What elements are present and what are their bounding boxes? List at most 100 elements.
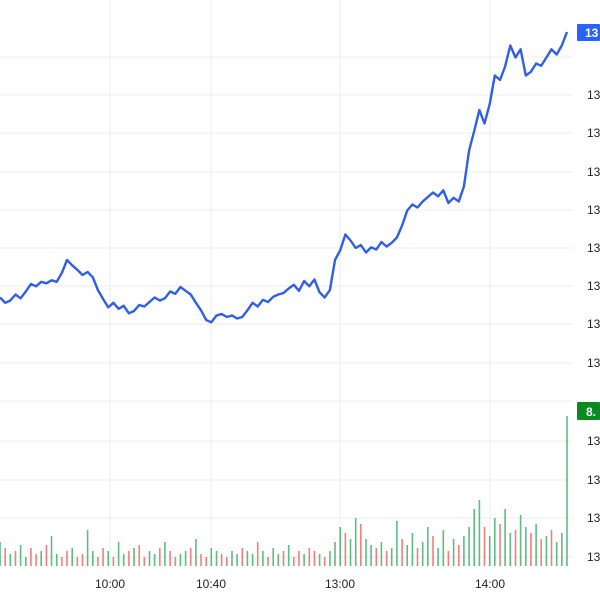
volume-bar [66, 551, 68, 566]
volume-bar [30, 548, 32, 566]
volume-bar [220, 554, 223, 566]
volume-bar [277, 554, 280, 566]
y-tick-label: 13 [587, 88, 600, 102]
volume-bar [231, 551, 233, 566]
volume-bar [550, 530, 553, 566]
volume-bar [298, 551, 300, 566]
time-axis: 10:00 10:40 13:00 14:00 [95, 577, 505, 591]
volume-bar [71, 548, 73, 566]
volume-bar [545, 536, 548, 566]
volume-bar [360, 524, 362, 566]
y-tick-label: 13 [587, 473, 600, 487]
volume-bar [148, 551, 151, 566]
volume-bar [133, 548, 135, 566]
volume-bar [226, 557, 228, 566]
x-tick-label: 14:00 [475, 577, 505, 591]
volume-bar [256, 542, 259, 566]
volume-bar [344, 533, 347, 566]
volume-bar [50, 536, 53, 566]
volume-bar [25, 557, 27, 566]
volume-bar [122, 554, 125, 566]
price-line [0, 31, 569, 324]
volume-bar [375, 548, 378, 566]
volume-bar [164, 542, 166, 566]
volume-bar [339, 527, 341, 566]
volume-bar [287, 545, 290, 566]
volume-bar [169, 551, 171, 566]
volume-bar [97, 557, 99, 566]
volume-bar [390, 548, 393, 566]
volume-bar [401, 539, 403, 566]
volume-bar [468, 527, 470, 566]
volume-bar [421, 542, 424, 566]
volume-bar [293, 557, 295, 566]
volume-bar [45, 545, 48, 566]
volume-bar [210, 548, 213, 566]
price-axis: 13 13 13 13 13 13 13 13 13 13 13 13 [587, 88, 600, 564]
price-series [0, 31, 569, 324]
volume-bar [566, 416, 568, 566]
y-tick-label: 13 [587, 317, 600, 331]
volume-bar [282, 551, 285, 566]
volume-bar [313, 551, 316, 566]
volume-bar [61, 557, 63, 566]
volume-bar [272, 548, 274, 566]
volume-bar [318, 554, 321, 566]
volume-bar [504, 509, 506, 566]
volume-bar [478, 500, 481, 566]
x-tick-label: 10:40 [196, 577, 226, 591]
volume-bar [86, 530, 89, 566]
volume-bar [354, 518, 357, 566]
volume-bar [0, 542, 1, 566]
volume-bars [0, 416, 568, 566]
y-tick-label: 13 [587, 356, 600, 370]
volume-bar [334, 542, 336, 566]
volume-bar [9, 554, 12, 566]
volume-bar [514, 530, 517, 566]
x-tick-label: 13:00 [325, 577, 355, 591]
volume-bar [138, 545, 140, 566]
volume-bar [107, 551, 109, 566]
volume-badge [577, 402, 600, 420]
volume-bar [380, 542, 383, 566]
volume-bar [19, 545, 22, 566]
y-tick-label: 13 [587, 279, 600, 293]
volume-bar [153, 554, 156, 566]
price-badge [577, 24, 600, 41]
price-badge-label: 13 [585, 26, 599, 40]
volume-bar [14, 551, 17, 566]
volume-bar [251, 554, 254, 566]
y-tick-label: 13 [587, 550, 600, 564]
volume-bar [76, 557, 79, 566]
volume-bar [246, 551, 249, 566]
volume-bar [349, 539, 352, 566]
volume-bar [102, 548, 104, 566]
volume-bar [184, 551, 187, 566]
volume-bar [411, 533, 414, 566]
x-tick-label: 10:00 [95, 577, 125, 591]
volume-bar [535, 524, 537, 566]
volume-bar [92, 551, 94, 566]
volume-bar [488, 536, 491, 566]
y-tick-label: 13 [587, 126, 600, 140]
volume-bar [432, 536, 434, 566]
volume-bar [241, 548, 244, 566]
volume-bar [483, 527, 486, 566]
volume-bar [396, 521, 398, 566]
volume-bar [530, 533, 532, 566]
volume-bar [205, 557, 207, 566]
volume-bar [4, 548, 6, 566]
volume-bar [494, 518, 496, 566]
volume-bar [159, 548, 161, 566]
volume-bar [509, 533, 512, 566]
volume-bar [195, 539, 197, 566]
volume-bar [55, 554, 58, 566]
volume-bar [385, 551, 388, 566]
volume-bar [329, 551, 331, 566]
y-tick-label: 13 [587, 203, 600, 217]
volume-bar [267, 557, 269, 566]
volume-bar [303, 554, 305, 566]
volume-bar [323, 557, 326, 566]
volume-bar [561, 533, 563, 566]
